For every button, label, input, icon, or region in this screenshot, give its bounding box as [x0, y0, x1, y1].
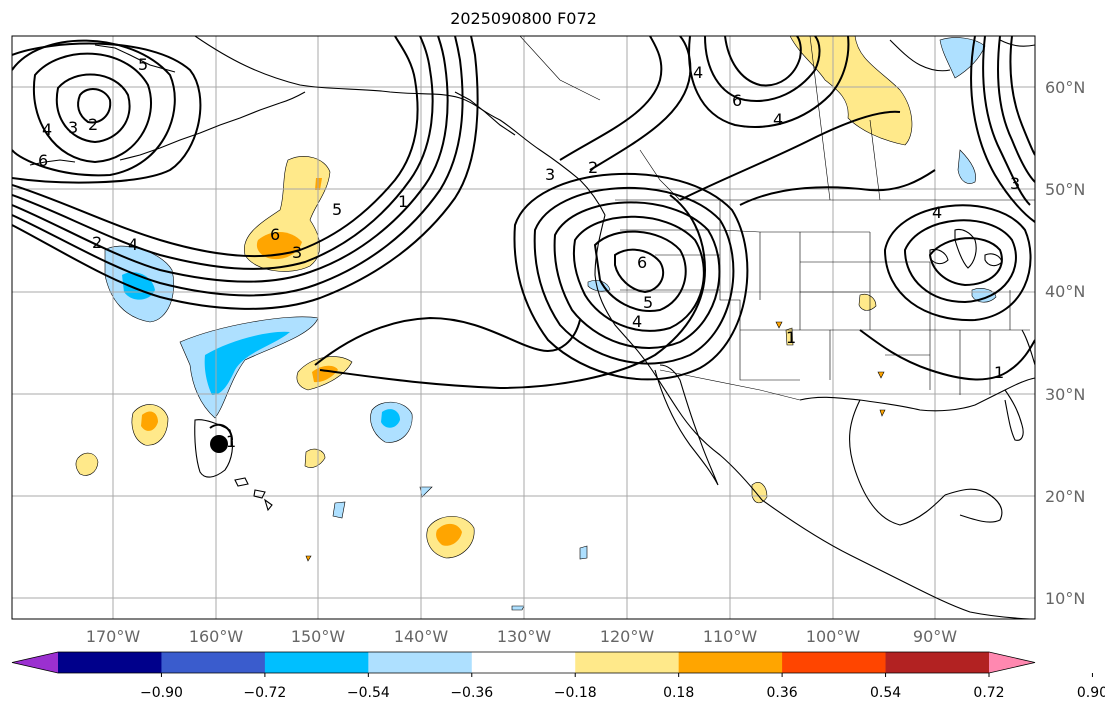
contour-label: 4 — [932, 203, 942, 222]
contour-label: 3 — [68, 118, 78, 137]
anomaly-shading — [75, 36, 997, 611]
lon-label: 90°W — [913, 627, 957, 646]
contour-label: 1 — [226, 432, 236, 451]
contour-label: 6 — [270, 225, 280, 244]
lat-label: 40°N — [1045, 282, 1085, 301]
contour-label: 5 — [643, 293, 653, 312]
colorbar-tick-label: −0.36 — [450, 685, 493, 701]
lat-label: 30°N — [1045, 385, 1085, 404]
contour-lines — [12, 36, 1035, 441]
lat-label: 20°N — [1045, 487, 1085, 506]
contour-label: 4 — [42, 120, 52, 139]
map-frame — [11, 35, 1036, 620]
colorbar-segment — [161, 652, 266, 673]
contour-label: 4 — [773, 110, 783, 129]
longitude-labels: 170°W 160°W 150°W 140°W 130°W 120°W 110°… — [86, 627, 957, 646]
latitude-labels: 60°N 50°N 40°N 30°N 20°N 10°N — [1045, 78, 1085, 608]
colorbar-tick-label: −0.90 — [140, 685, 183, 701]
storm-center-marker — [210, 435, 228, 453]
lon-label: 120°W — [600, 627, 655, 646]
contour-label: 5 — [138, 55, 148, 74]
colorbar-tick-label: −0.72 — [243, 685, 286, 701]
colorbar-tick-label: −0.18 — [554, 685, 597, 701]
contour-label: 6 — [732, 91, 742, 110]
borders — [519, 36, 1035, 401]
contour-labels: 5 3 2 4 6 6 2 4 3 5 1 2 3 6 5 4 6 4 4 1 … — [38, 55, 1020, 451]
colorbar-segment — [471, 652, 576, 673]
contour-label: 2 — [588, 158, 598, 177]
colorbar-outline — [11, 651, 1036, 674]
colorbar-segment — [575, 652, 680, 673]
contour-label: 4 — [128, 235, 138, 254]
colorbar: −0.90 −0.72 −0.54 −0.36 −0.18 0.18 0.36 0.54 0.7… — [11, 651, 1105, 701]
lon-label: 110°W — [703, 627, 758, 646]
colorbar-segment — [58, 652, 162, 673]
lon-label: 100°W — [806, 627, 861, 646]
contour-label: 4 — [632, 312, 642, 331]
contour-label: 3 — [292, 243, 302, 262]
lon-label: 170°W — [86, 627, 141, 646]
contour-label: 3 — [545, 165, 555, 184]
colorbar-tick-label: −0.54 — [347, 685, 390, 701]
contour-label: 6 — [637, 253, 647, 272]
contour-label: 2 — [92, 233, 102, 252]
colorbar-extend-low — [12, 652, 58, 673]
colorbar-tick-label: 0.54 — [870, 685, 901, 701]
lat-label: 50°N — [1045, 180, 1085, 199]
colorbar-segment — [678, 652, 783, 673]
graticule — [12, 36, 1035, 619]
colorbar-extend-high — [989, 652, 1035, 673]
lon-label: 130°W — [497, 627, 552, 646]
coastlines — [29, 36, 1035, 619]
colorbar-segment — [782, 652, 887, 673]
colorbar-tick-label: 0.90 — [1077, 685, 1105, 701]
contour-label: 4 — [693, 63, 703, 82]
colorbar-tick-label: 0.72 — [973, 685, 1004, 701]
lon-label: 150°W — [291, 627, 346, 646]
colorbar-tick-label: 0.18 — [663, 685, 694, 701]
contour-label: 2 — [88, 115, 98, 134]
lat-label: 10°N — [1045, 589, 1085, 608]
colorbar-segment — [368, 652, 473, 673]
lat-label: 60°N — [1045, 78, 1085, 97]
contour-label: 1 — [398, 192, 408, 211]
contour-label: 6 — [38, 151, 48, 170]
contour-label: 3 — [1010, 174, 1020, 193]
contour-label: 1 — [994, 363, 1004, 382]
lon-label: 160°W — [189, 627, 244, 646]
lon-label: 140°W — [394, 627, 449, 646]
contour-label: 1 — [786, 328, 796, 347]
contour-label: 5 — [332, 200, 342, 219]
map-title: 2025090800 F072 — [450, 9, 597, 28]
colorbar-tick-label: 0.36 — [767, 685, 798, 701]
colorbar-segment — [885, 652, 990, 673]
colorbar-segment — [264, 652, 369, 673]
